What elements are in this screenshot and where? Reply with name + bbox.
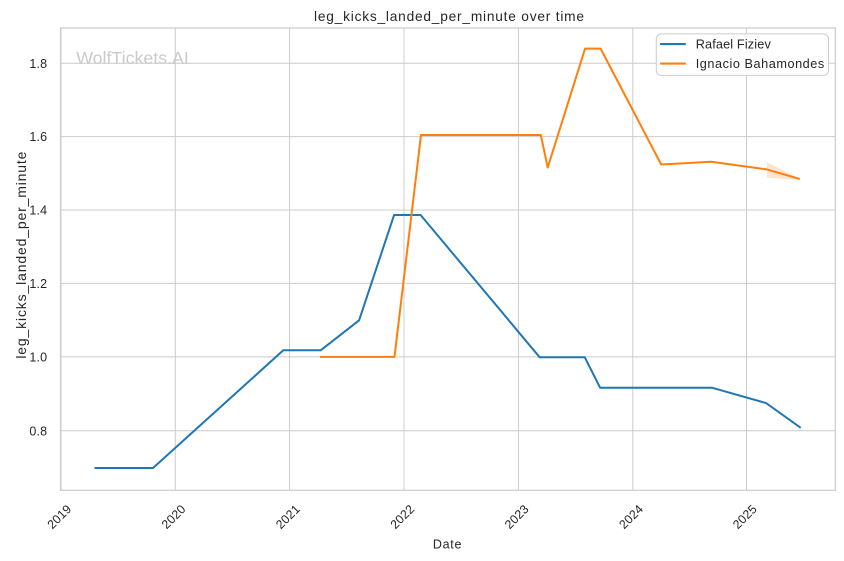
svg-text:Rafael Fiziev: Rafael Fiziev: [696, 37, 772, 51]
svg-text:1.0: 1.0: [29, 351, 47, 365]
svg-text:0.8: 0.8: [29, 424, 47, 438]
svg-text:leg_kicks_landed_per_minute: leg_kicks_landed_per_minute: [13, 151, 29, 359]
svg-text:WolfTickets.AI: WolfTickets.AI: [76, 48, 189, 68]
svg-text:1.2: 1.2: [29, 277, 47, 291]
svg-text:1.8: 1.8: [29, 57, 47, 71]
svg-text:Ignacio Bahamondes: Ignacio Bahamondes: [696, 57, 825, 71]
svg-text:leg_kicks_landed_per_minute ov: leg_kicks_landed_per_minute over time: [314, 9, 585, 24]
svg-text:Date: Date: [433, 538, 462, 552]
svg-text:1.6: 1.6: [29, 130, 47, 144]
svg-text:1.4: 1.4: [29, 204, 47, 218]
